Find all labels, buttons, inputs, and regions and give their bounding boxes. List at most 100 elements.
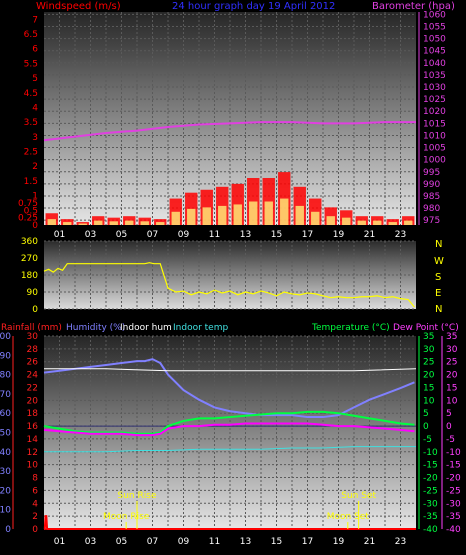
dewpoint-tick-3: -25 (446, 486, 461, 496)
marker-label-2: Sun Set (341, 491, 376, 501)
humidity-tick-2: 20 (0, 486, 11, 496)
series-line-1 (44, 368, 417, 372)
windspeed-tick-3: 0.75 (18, 199, 38, 209)
windspeed-tick-4: 1 (32, 192, 38, 202)
humidity-tick-1: 10 (0, 506, 11, 516)
barometer-tick-8: 1015 (423, 119, 446, 129)
rainfall-tick-0: 0 (32, 525, 38, 535)
barometer-tick-9: 1020 (423, 107, 446, 117)
wind-bars (45, 172, 415, 225)
wind-xtick-9: 19 (333, 230, 345, 240)
temperature-tick-4: -20 (423, 474, 438, 484)
rainfall-tick-6: 12 (27, 448, 38, 458)
rainfall-tick-4: 8 (32, 474, 38, 484)
wind-bar-4 (107, 217, 120, 225)
rainfall-tick-8: 16 (27, 422, 39, 432)
wind-avg-bar-11 (218, 205, 227, 225)
barometer-tick-16: 1055 (423, 23, 446, 33)
wind-avg-bar-9 (187, 208, 196, 225)
barometer-series-line (43, 121, 416, 142)
wind-xtick-11: 23 (395, 230, 406, 240)
rainfall-tick-9: 18 (27, 409, 39, 419)
wind-avg-bar-22 (388, 222, 397, 225)
temp-xtick-10: 21 (364, 537, 375, 547)
barometer-tick-1: 980 (423, 204, 440, 214)
wind-xtick-3: 07 (147, 230, 158, 240)
temperature-tick-3: -25 (423, 486, 438, 496)
wind-avg-bar-17 (311, 211, 320, 225)
temp-xtick-9: 19 (333, 537, 345, 547)
rainfall-tick-13: 26 (27, 358, 39, 368)
humidity-tick-8: 80 (0, 371, 11, 381)
wind-direction-series (43, 262, 415, 308)
rainfall-tick-15: 30 (27, 332, 39, 342)
barometer-tick-3: 990 (423, 180, 440, 190)
dewpoint-tick-10: 10 (446, 396, 458, 406)
indoor-hum-legend: Indoor hum (120, 323, 172, 333)
dewpoint-tick-15: 35 (446, 332, 457, 342)
dewpoint-axis-title: Dew Point (°C) (393, 323, 459, 333)
marker-label-0: Sun Rise (118, 491, 157, 501)
dewpoint-tick-4: -20 (446, 474, 461, 484)
wind-xtick-8: 17 (302, 230, 313, 240)
chart-title: 24 hour graph day 19 April 2012 (172, 1, 335, 12)
windspeed-tick-6: 2 (32, 162, 38, 172)
temperature-tick-5: -15 (423, 461, 438, 471)
temp-xtick-3: 07 (147, 537, 158, 547)
temperature-tick-7: -5 (423, 435, 432, 445)
windspeed-tick-5: 1.5 (24, 177, 38, 187)
dewpoint-tick-11: 15 (446, 383, 457, 393)
humidity-tick-4: 40 (0, 448, 11, 458)
dewpoint-tick-5: -15 (446, 461, 461, 471)
windspeed-tick-15: 6.5 (24, 30, 38, 40)
humidity-axis-title: Humidity (%) (66, 323, 125, 333)
wind-avg-bar-0 (47, 219, 56, 225)
marker-label-1: Moon Rise (103, 512, 150, 522)
windspeed-tick-12: 5 (32, 74, 38, 84)
rainfall-tick-12: 24 (27, 371, 39, 381)
rainfall-tick-14: 28 (27, 345, 39, 355)
humidity-tick-9: 90 (0, 351, 11, 361)
wind-avg-bar-8 (171, 211, 180, 225)
barometer-tick-2: 985 (423, 192, 440, 202)
barometer-axis-title: Barometer (hpa) (372, 1, 455, 12)
dewpoint-tick-12: 20 (446, 371, 458, 381)
series-line-0 (43, 358, 415, 419)
temperature-panel-axes: 0102030405060708090100024681012141618202… (0, 332, 461, 535)
rainfall-tick-2: 4 (32, 499, 38, 509)
barometer-tick-6: 1005 (423, 144, 446, 154)
windspeed-tick-14: 6 (32, 45, 38, 55)
humidity-tick-10: 100 (0, 332, 11, 342)
direction-tick-0: 0 (32, 305, 38, 315)
barometer-tick-10: 1025 (423, 95, 446, 105)
barometer-tick-17: 1060 (423, 10, 446, 20)
direction-tick-4: 360 (21, 237, 38, 247)
temperature-axis-title: Temperature (°C) (311, 323, 390, 333)
temperature-tick-12: 20 (423, 371, 435, 381)
barometer-tick-13: 1040 (423, 59, 446, 69)
dewpoint-tick-8: 0 (446, 422, 452, 432)
humidity-tick-7: 70 (0, 390, 11, 400)
temperature-tick-2: -30 (423, 499, 438, 509)
wind-xtick-5: 11 (209, 230, 220, 240)
wind-avg-bar-7 (156, 222, 165, 225)
barometer-ticks: 975 980 985 990 995 1000 1005 1010 1015 1020 1025 1… (418, 10, 446, 226)
wind-avg-bar-2 (78, 223, 87, 225)
temperature-panel-x-ticks: 01 03 05 07 09 11 13 15 17 19 21 23 (54, 537, 406, 547)
windspeed-tick-0: 0 (32, 221, 38, 231)
dewpoint-tick-0: -40 (446, 525, 461, 535)
rainfall-tick-11: 22 (27, 383, 38, 393)
temperature-tick-13: 25 (423, 358, 434, 368)
wind-xtick-10: 21 (364, 230, 375, 240)
windspeed-axis-title: Windspeed (m/s) (36, 1, 121, 12)
series-line-3 (43, 410, 415, 435)
barometer-tick-12: 1035 (423, 71, 446, 81)
windspeed-tick-10: 4 (32, 103, 38, 113)
dewpoint-tick-9: 5 (446, 409, 452, 419)
temp-xtick-5: 11 (209, 537, 220, 547)
wind-xtick-7: 15 (271, 230, 282, 240)
wind-avg-bar-20 (357, 220, 366, 225)
compass-n-top: N (435, 239, 442, 250)
rainfall-tick-3: 6 (32, 486, 38, 496)
